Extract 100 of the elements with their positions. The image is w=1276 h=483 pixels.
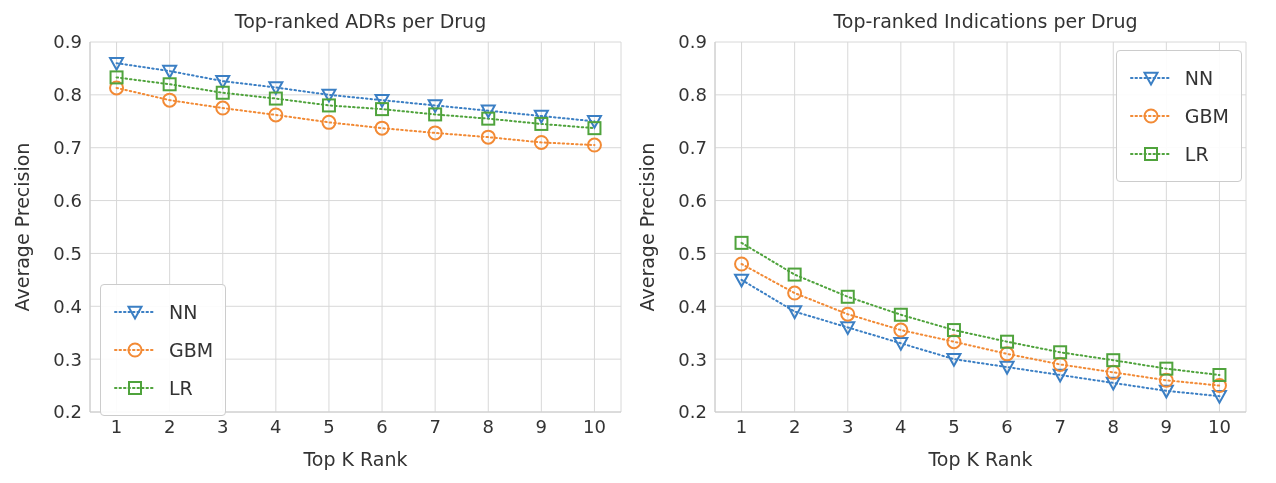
x-tick-label: 7 xyxy=(429,415,441,437)
x-tick-label: 10 xyxy=(583,415,606,437)
x-axis-title: Top K Rank xyxy=(927,448,1033,470)
y-tick-label: 0.8 xyxy=(678,84,707,106)
legend-label: LR xyxy=(1184,143,1209,165)
x-tick-label: 4 xyxy=(270,415,282,437)
x-tick-label: 4 xyxy=(895,415,907,437)
point xyxy=(1106,353,1121,368)
point xyxy=(162,92,178,108)
point xyxy=(893,307,908,322)
point xyxy=(215,74,231,89)
point xyxy=(999,360,1015,375)
chart-title: Top-ranked ADRs per Drug xyxy=(234,10,487,32)
x-tick-label: 5 xyxy=(948,415,960,437)
point xyxy=(533,109,549,124)
chart-title: Top-ranked Indications per Drug xyxy=(833,10,1138,32)
point xyxy=(1052,368,1068,383)
point xyxy=(893,322,909,338)
y-tick-label: 0.7 xyxy=(678,137,707,159)
y-tick-label: 0.3 xyxy=(53,348,82,370)
point xyxy=(321,88,337,103)
point xyxy=(109,56,125,71)
point xyxy=(481,111,496,126)
point xyxy=(109,80,125,96)
x-tick-label: 10 xyxy=(1208,415,1231,437)
point xyxy=(734,235,749,250)
point xyxy=(946,352,962,367)
point xyxy=(586,115,602,129)
point xyxy=(215,100,231,116)
point xyxy=(374,120,390,136)
point xyxy=(268,81,284,95)
legend-label: NN xyxy=(169,301,198,323)
point xyxy=(734,256,750,272)
x-axis-title: Top K Rank xyxy=(302,448,408,470)
x-tick-label: 1 xyxy=(110,415,123,437)
point xyxy=(586,137,602,153)
point xyxy=(480,129,496,145)
y-tick-label: 0.9 xyxy=(678,31,707,53)
x-tick-label: 7 xyxy=(1054,415,1066,437)
legend-label: GBM xyxy=(1184,105,1229,127)
point xyxy=(840,289,855,304)
y-tick-label: 0.9 xyxy=(53,31,82,53)
point xyxy=(534,116,549,131)
point xyxy=(1158,384,1174,399)
y-tick-label: 0.2 xyxy=(53,401,82,423)
point xyxy=(427,125,443,141)
point xyxy=(428,107,443,122)
legend-label: LR xyxy=(169,377,193,399)
point xyxy=(375,102,390,117)
y-tick-label: 0.5 xyxy=(53,242,82,264)
point xyxy=(109,70,124,85)
point xyxy=(1159,361,1174,376)
point xyxy=(1158,372,1174,388)
point xyxy=(215,85,230,100)
point xyxy=(893,337,909,351)
point xyxy=(533,134,549,150)
x-tick-label: 2 xyxy=(788,415,801,437)
point xyxy=(268,107,284,123)
x-tick-label: 8 xyxy=(482,415,494,437)
legend-label: GBM xyxy=(169,339,214,361)
x-tick-label: 9 xyxy=(1160,415,1173,437)
y-tick-label: 0.4 xyxy=(678,295,707,317)
point xyxy=(1212,368,1227,382)
point xyxy=(1052,356,1068,372)
point xyxy=(1053,345,1068,360)
x-tick-label: 5 xyxy=(323,415,335,437)
point xyxy=(840,321,856,335)
point xyxy=(946,334,962,350)
point xyxy=(840,306,856,322)
x-tick-label: 6 xyxy=(1001,415,1013,437)
y-tick-label: 0.3 xyxy=(678,348,707,370)
y-axis-title: Average Precision xyxy=(10,142,33,312)
point xyxy=(268,91,283,106)
x-tick-label: 6 xyxy=(376,415,388,437)
point xyxy=(1105,364,1121,380)
x-tick-label: 9 xyxy=(535,415,548,437)
point xyxy=(787,305,803,320)
y-tick-label: 0.8 xyxy=(53,84,82,106)
point xyxy=(321,114,337,130)
x-tick-label: 2 xyxy=(163,415,176,437)
point xyxy=(1211,389,1227,404)
point xyxy=(321,98,336,113)
point xyxy=(1105,376,1121,391)
x-tick-label: 3 xyxy=(217,415,229,437)
point xyxy=(374,93,390,108)
point xyxy=(1000,334,1015,349)
y-tick-label: 0.6 xyxy=(678,189,707,211)
point xyxy=(787,267,802,282)
point xyxy=(162,64,178,79)
point xyxy=(587,121,602,136)
y-tick-label: 0.7 xyxy=(53,137,82,159)
point xyxy=(999,346,1015,362)
point xyxy=(787,285,803,301)
y-tick-label: 0.6 xyxy=(53,189,82,211)
x-tick-label: 8 xyxy=(1107,415,1119,437)
legend-label: NN xyxy=(1184,67,1214,89)
point xyxy=(480,104,496,119)
y-tick-label: 0.2 xyxy=(678,401,707,423)
y-tick-label: 0.4 xyxy=(53,295,82,317)
point xyxy=(162,77,177,92)
